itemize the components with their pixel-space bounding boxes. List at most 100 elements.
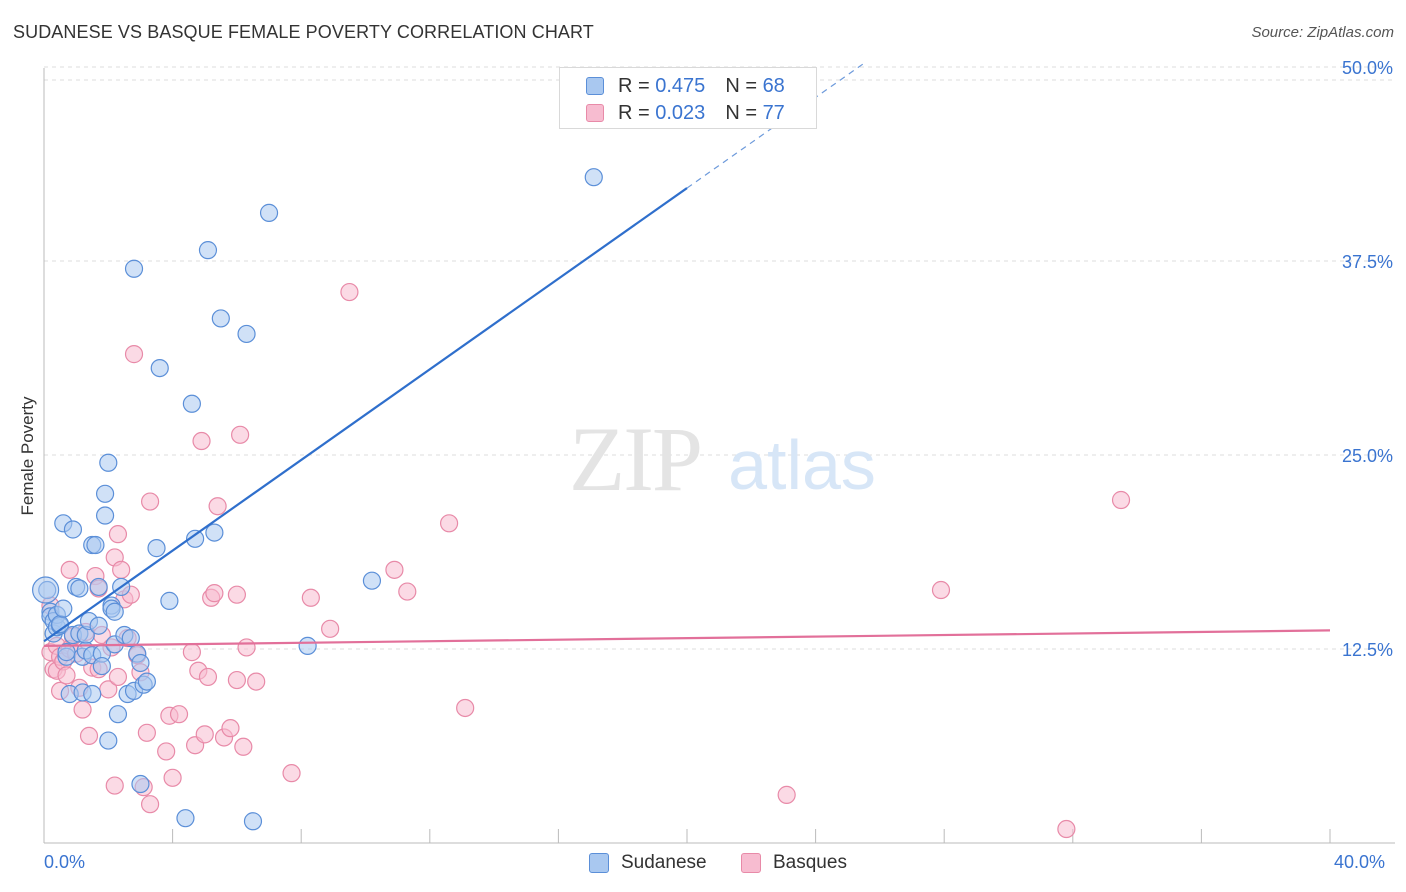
gridlines <box>44 66 1395 650</box>
basques-point <box>137 723 156 742</box>
sudanese-point <box>137 672 156 691</box>
basques-point <box>182 643 201 662</box>
sudanese-point <box>86 535 105 555</box>
basques-point <box>73 700 92 719</box>
sudanese-points <box>32 168 603 831</box>
sudanese-point <box>298 636 317 655</box>
sudanese-point <box>121 629 140 648</box>
sudanese-point <box>95 506 115 525</box>
sudanese-point <box>237 324 256 344</box>
watermark-atlas: atlas <box>728 426 876 504</box>
sudanese-point <box>70 579 89 598</box>
basques-point <box>456 698 475 718</box>
basques-point <box>169 705 189 724</box>
sudanese-point <box>160 591 179 610</box>
basques-point <box>157 742 176 761</box>
y-tick-label: 50.0% <box>1342 58 1393 78</box>
basques-point <box>108 667 128 687</box>
sudanese-point <box>205 523 224 542</box>
sudanese-point <box>211 309 230 328</box>
basques-point <box>205 584 224 603</box>
sudanese-point <box>89 616 108 635</box>
legend-row-basques: R = 0.023 N = 77 <box>586 101 785 125</box>
sudanese-point <box>147 539 166 558</box>
trend-lines <box>43 62 1331 647</box>
basques-point <box>231 425 250 444</box>
legend-n-label: N = <box>725 101 763 124</box>
basques-point <box>124 345 144 364</box>
source-credit: Source: ZipAtlas.com <box>1251 24 1394 41</box>
basques-point <box>1111 490 1131 510</box>
sudanese-swatch <box>586 77 604 95</box>
basques-point <box>79 726 99 746</box>
watermark: ZIP atlas <box>569 408 876 510</box>
sudanese-point <box>259 203 279 222</box>
y-tick-label: 12.5% <box>1342 640 1393 660</box>
sudanese-point <box>32 576 60 604</box>
basques-point <box>340 282 359 302</box>
basques-point <box>234 737 253 756</box>
x-tick-label-max: 40.0% <box>1334 852 1386 872</box>
basques-trend-line <box>43 629 1331 647</box>
sudanese-point <box>92 656 111 676</box>
basques-point <box>140 492 160 511</box>
basques-point <box>221 719 240 738</box>
chart-title: SUDANESE VS BASQUE FEMALE POVERTY CORREL… <box>13 22 594 42</box>
legend-n-value: 77 <box>762 101 785 124</box>
sudanese-point <box>83 684 102 704</box>
legend-r-label: R = <box>618 101 656 124</box>
y-tick-label: 25.0% <box>1342 446 1393 466</box>
basques-point <box>227 585 246 604</box>
sudanese-trend-line <box>43 187 688 643</box>
legend-item-basques[interactable]: Basques <box>741 852 847 874</box>
watermark-zip: ZIP <box>569 408 701 510</box>
sudanese-point <box>54 599 73 618</box>
basques-point <box>57 666 76 685</box>
legend-item-sudanese[interactable]: Sudanese <box>589 852 707 874</box>
sudanese-point <box>99 453 118 472</box>
y-tick-labels: 12.5% 25.0% 37.5% 50.0% <box>1342 58 1393 660</box>
basques-point <box>777 785 796 804</box>
basques-point <box>208 497 227 516</box>
legend-label-sudanese: Sudanese <box>621 852 707 873</box>
sudanese-point <box>362 571 382 590</box>
basques-point <box>140 795 160 814</box>
basques-point <box>192 431 211 451</box>
basques-point <box>439 514 459 533</box>
legend-r-value: 0.023 <box>655 101 706 124</box>
legend-label-basques: Basques <box>773 852 847 873</box>
legend-n-label: N = <box>725 74 763 97</box>
sudanese-point <box>63 520 83 539</box>
basques-point <box>60 560 79 579</box>
basques-point <box>108 525 128 544</box>
sudanese-trend-extension <box>686 62 865 189</box>
basques-point <box>247 672 266 691</box>
basques-legend-swatch <box>741 853 761 873</box>
basques-point <box>282 764 301 783</box>
sudanese-point <box>124 259 144 278</box>
sudanese-point <box>198 241 218 260</box>
legend-row-sudanese: R = 0.475 N = 68 <box>586 74 785 98</box>
basques-point <box>198 667 218 687</box>
basques-point <box>385 560 404 579</box>
basques-point <box>237 638 256 657</box>
sudanese-point <box>95 484 115 503</box>
legend-r-value: 0.475 <box>655 74 706 97</box>
basques-point <box>195 725 214 744</box>
basques-swatch <box>586 104 604 122</box>
basques-point <box>227 670 246 690</box>
basques-point <box>398 582 417 601</box>
sudanese-point <box>243 812 263 831</box>
sudanese-point <box>108 705 128 724</box>
sudanese-point <box>105 602 124 621</box>
legend-r-label: R = <box>618 74 656 97</box>
x-tick-label-min: 0.0% <box>44 852 86 872</box>
basques-point <box>931 580 951 600</box>
sudanese-point <box>150 358 169 378</box>
basques-point <box>301 588 320 607</box>
sudanese-point <box>131 774 150 794</box>
basques-point <box>1057 819 1076 839</box>
sudanese-point <box>186 529 205 548</box>
sudanese-point <box>182 394 201 413</box>
